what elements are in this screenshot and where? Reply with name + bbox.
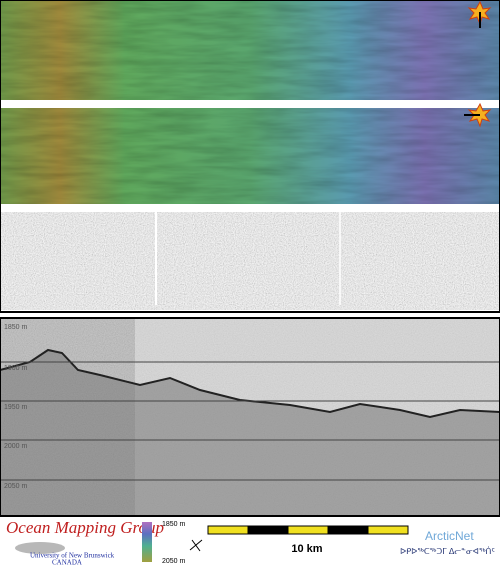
country: CANADA <box>52 559 82 567</box>
scale-bar <box>207 525 409 535</box>
depth-label: 2050 m <box>4 483 28 490</box>
colorbar-label: 1850 m <box>162 521 186 528</box>
depth-label: 2000 m <box>4 443 28 450</box>
sun-icon <box>467 0 492 28</box>
colorbar-label: 2050 m <box>162 558 186 565</box>
scale-label: 10 km <box>291 543 322 555</box>
partner-inuktitut: ᐅᑭᐅᖅᑕᖅᑐᒥ ᐃᓕᓐᓂᐊᖅᑏᑦ <box>400 547 495 556</box>
bathymetry-panel <box>0 0 500 100</box>
sidescan-panel <box>0 212 500 310</box>
colorbar <box>142 522 152 562</box>
north-arrow <box>189 539 203 552</box>
partner: ArcticNet <box>425 529 474 543</box>
bathymetry-panel <box>0 108 500 204</box>
university: University of New Brunswick <box>30 552 115 560</box>
depth-label: 1900 m <box>4 365 28 372</box>
sun-icon <box>464 102 492 128</box>
depth-label: 1850 m <box>4 324 28 331</box>
group-name: Ocean Mapping Group <box>6 518 164 537</box>
depth-label: 1950 m <box>4 404 28 411</box>
